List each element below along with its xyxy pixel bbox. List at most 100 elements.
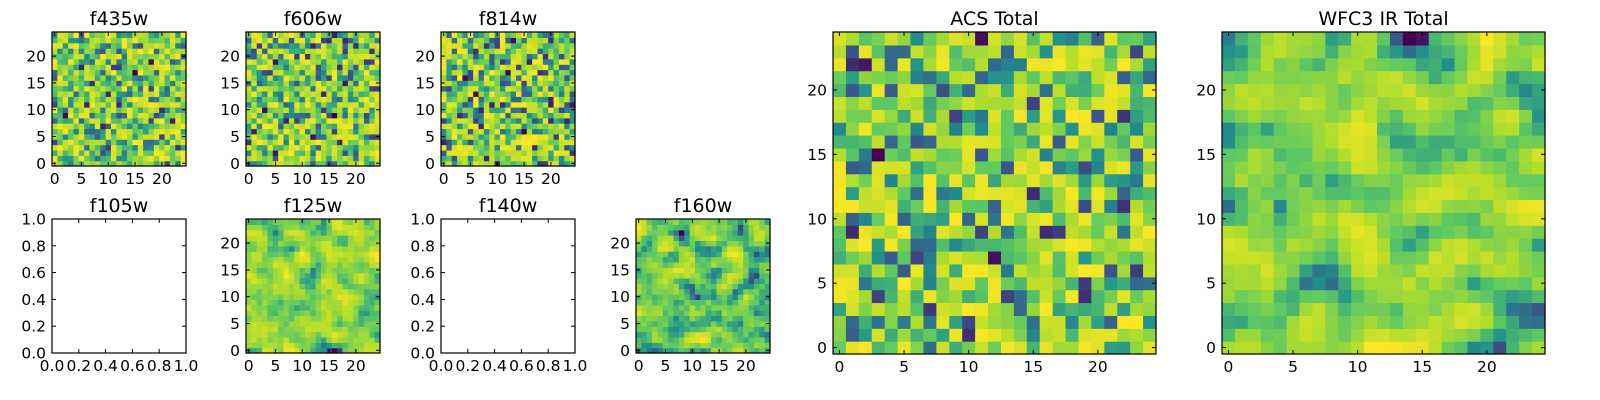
heatmap-cell — [1428, 250, 1443, 265]
heatmap-cell — [727, 219, 734, 225]
heatmap-cell — [278, 331, 285, 338]
heatmap-cell — [299, 326, 306, 333]
heatmap-cell — [267, 112, 274, 119]
heatmap-cell — [727, 310, 734, 317]
heatmap-cell — [1493, 212, 1507, 226]
heatmap-cell — [315, 320, 322, 327]
heatmap-cell — [1026, 109, 1041, 123]
heatmap-cell — [175, 96, 182, 103]
heatmap-cell — [1312, 263, 1326, 278]
heatmap-cell — [256, 326, 263, 333]
heatmap-cell — [256, 267, 263, 274]
heatmap-cell — [727, 229, 734, 236]
heatmap-cell — [326, 58, 333, 65]
heatmap-cell — [310, 53, 317, 60]
heatmap-cell — [110, 117, 117, 124]
heatmap-cell — [315, 133, 322, 140]
heatmap-cell — [923, 96, 937, 110]
heatmap-cell — [1493, 173, 1507, 188]
heatmap-cell — [505, 133, 512, 140]
heatmap-cell — [1039, 32, 1054, 46]
heatmap-cell — [358, 315, 365, 322]
heatmap-cell — [251, 347, 258, 354]
heatmap-cell — [451, 90, 458, 97]
heatmap-cell — [1467, 109, 1481, 123]
heatmap-cell — [962, 135, 976, 149]
heatmap-cell — [1273, 341, 1288, 355]
heatmap-cell — [1493, 302, 1507, 316]
heatmap-cell — [100, 155, 107, 162]
heatmap-cell — [283, 347, 290, 354]
heatmap-cell — [347, 326, 354, 333]
heatmap-cell — [288, 256, 295, 263]
heatmap-cell — [369, 58, 376, 65]
heatmap-cell — [57, 85, 64, 92]
heatmap-cell — [175, 155, 182, 162]
heatmap-cell — [153, 85, 160, 92]
heatmap-cell — [462, 64, 469, 71]
heatmap-cell — [52, 155, 58, 162]
heatmap-cell — [283, 283, 290, 290]
heatmap-cell — [673, 310, 680, 317]
heatmap-cell — [299, 267, 306, 274]
heatmap-cell — [110, 149, 117, 156]
heatmap-cell — [1532, 70, 1546, 85]
heatmap-cell — [483, 69, 490, 76]
heatmap-cell — [251, 133, 258, 140]
heatmap-cell — [288, 336, 295, 343]
heatmap-cell — [100, 123, 107, 130]
heatmap-cell — [164, 149, 171, 156]
heatmap-cell — [936, 83, 950, 97]
heatmap-cell — [558, 133, 565, 140]
heatmap-cell — [668, 261, 675, 268]
heatmap-cell — [748, 272, 755, 279]
heatmap-cell — [78, 74, 85, 81]
heatmap-cell — [494, 80, 501, 87]
heatmap-cell — [694, 251, 701, 258]
heatmap-cell — [1493, 160, 1507, 175]
heatmap-cell — [721, 235, 728, 242]
x-tick-label: 0.6 — [509, 357, 534, 375]
heatmap-cell — [833, 302, 847, 316]
heatmap-cell — [321, 112, 327, 119]
heatmap-cell — [1467, 44, 1481, 59]
heatmap-cell — [1091, 122, 1105, 136]
heatmap-cell — [68, 64, 75, 71]
heatmap-cell — [353, 277, 360, 284]
heatmap-cell — [694, 310, 701, 317]
heatmap-cell — [347, 283, 354, 290]
heatmap-cell — [988, 122, 1002, 136]
heatmap-cell — [1325, 32, 1339, 46]
heatmap-cell — [483, 42, 490, 49]
heatmap-cell — [1454, 57, 1469, 72]
heatmap-cell — [748, 294, 755, 300]
heatmap-cell — [526, 123, 533, 130]
heatmap-cell — [845, 315, 860, 329]
heatmap-cell — [315, 101, 322, 108]
heatmap-cell — [673, 320, 680, 327]
heatmap-cell — [272, 112, 279, 119]
heatmap-cell — [62, 32, 69, 38]
heatmap-cell — [721, 320, 728, 327]
heatmap-cell — [949, 147, 963, 162]
heatmap-cell — [283, 90, 290, 97]
y-tick-label: 0.4 — [21, 291, 46, 309]
heatmap-cell — [1532, 250, 1546, 265]
heatmap-cell — [321, 85, 327, 92]
heatmap-cell — [337, 107, 344, 113]
heatmap-cell — [499, 139, 506, 146]
heatmap-cell — [1454, 32, 1469, 46]
heatmap-cell — [446, 80, 453, 87]
heatmap-cell — [299, 37, 306, 44]
heatmap-cell — [732, 283, 739, 290]
heatmap-cell — [505, 58, 512, 65]
heatmap-cell — [164, 144, 171, 151]
heatmap-cell — [310, 155, 317, 162]
heatmap-cell — [353, 342, 360, 349]
heatmap-cell — [505, 85, 512, 92]
heatmap-cell — [1117, 122, 1131, 136]
heatmap-cell — [159, 133, 166, 140]
heatmap-cell — [743, 235, 750, 242]
heatmap-cell — [1039, 238, 1054, 252]
heatmap-cell — [256, 240, 263, 247]
